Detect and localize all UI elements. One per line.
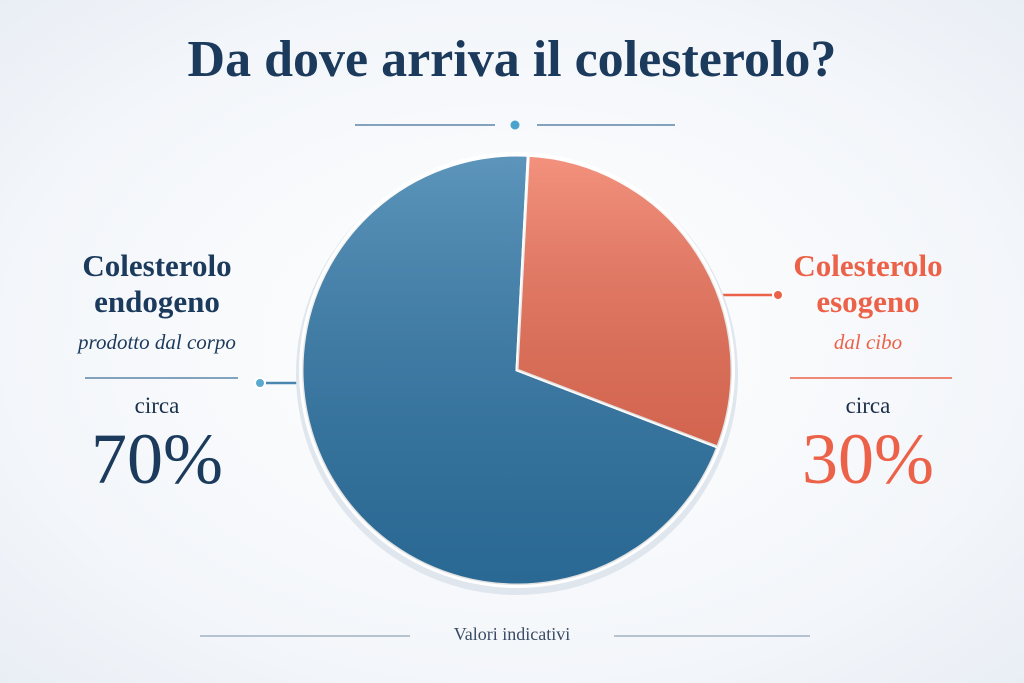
slice-shade xyxy=(517,155,732,448)
description: prodotto dal corpo xyxy=(78,330,236,354)
note: Valori indicativi xyxy=(453,624,571,644)
description: dal cibo xyxy=(833,330,903,354)
value-label: 30% xyxy=(802,419,934,499)
label-group: Colesterolo esogeno dal cibo circa 30% xyxy=(763,248,973,499)
category-label: Colesterolo esogeno xyxy=(793,248,943,319)
prefix: circa xyxy=(845,393,891,418)
label-group: Colesterolo endogeno prodotto dal corpo … xyxy=(52,248,262,499)
value-label: 70% xyxy=(91,419,223,499)
category-label: Colesterolo endogeno xyxy=(82,248,232,319)
prefix: circa xyxy=(134,393,180,418)
pie xyxy=(296,152,738,595)
slice-shade xyxy=(301,154,718,585)
chart-title: Da dove arriva il colesterolo? xyxy=(187,31,837,88)
